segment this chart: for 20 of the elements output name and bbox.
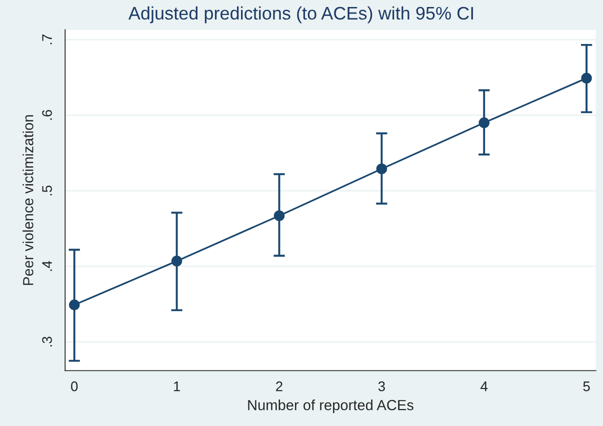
y-tick-label: .4 [42,260,52,271]
x-axis-title: Number of reported ACEs [248,400,414,414]
y-tick-label: .5 [42,186,52,196]
point [478,117,490,128]
chart-title: Adjusted predictions (to ACEs) with 95% CI [128,6,473,24]
x-tick-label: 2 [276,381,282,392]
y-tick-label: .6 [42,110,52,120]
y-axis-title: Peer violence victimization [22,115,34,285]
y-tick-label: .3 [42,336,52,346]
point [376,163,388,174]
y-tick-label: .7 [42,34,52,44]
point [274,210,285,222]
point [68,299,80,310]
x-tick-label: 4 [480,382,488,392]
x-tick-label: 3 [378,381,385,392]
x-tick-label: 1 [174,382,180,392]
x-tick-label: 5 [583,382,590,392]
point [171,256,182,266]
point [581,72,592,84]
x-tick-label: 0 [71,381,78,392]
